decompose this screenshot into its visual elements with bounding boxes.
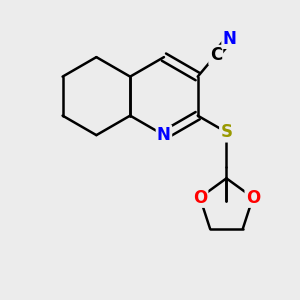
Text: C: C — [210, 46, 222, 64]
Text: S: S — [220, 123, 232, 141]
Text: N: N — [157, 126, 171, 144]
Text: O: O — [193, 189, 207, 207]
Text: O: O — [246, 189, 260, 207]
Text: N: N — [223, 30, 236, 48]
